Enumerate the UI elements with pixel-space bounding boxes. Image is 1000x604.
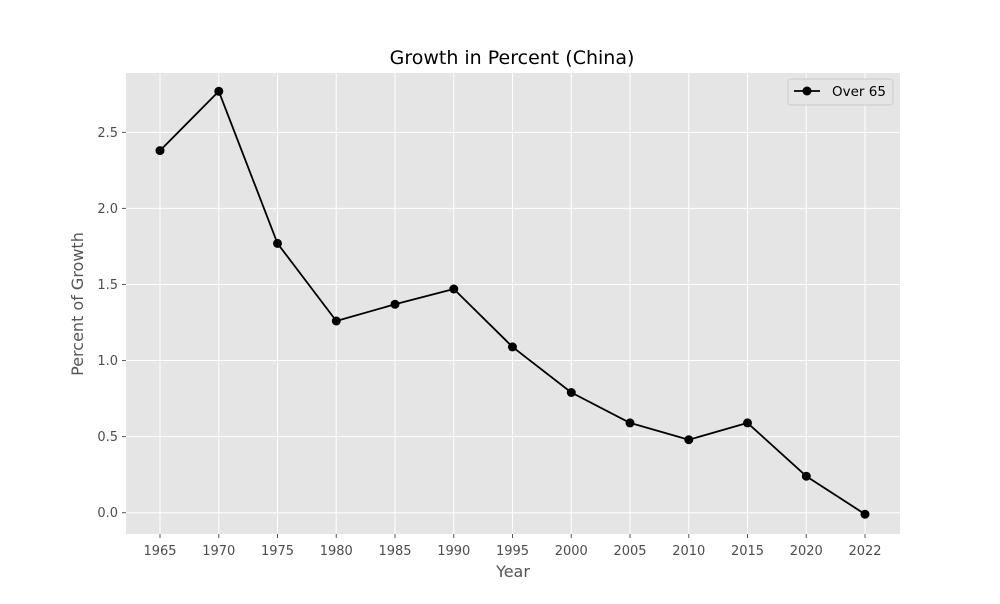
y-axis-ticks: 0.0 0.5 1.0 1.5 2.0 2.5 bbox=[97, 126, 126, 521]
x-tick-label: 1980 bbox=[320, 544, 353, 559]
chart-title: Growth in Percent (China) bbox=[390, 47, 635, 69]
y-tick-label: 0.0 bbox=[97, 506, 118, 521]
legend-box bbox=[787, 78, 894, 106]
data-point bbox=[508, 342, 517, 352]
x-tick-label: 2015 bbox=[731, 544, 764, 559]
data-point bbox=[331, 316, 341, 326]
x-tick-label: 2020 bbox=[790, 544, 823, 559]
x-tick-label: 2005 bbox=[613, 544, 646, 559]
y-tick-label: 2.0 bbox=[97, 202, 118, 217]
x-tick-label: 2000 bbox=[555, 544, 588, 559]
data-point bbox=[155, 146, 165, 156]
data-point bbox=[743, 418, 752, 428]
y-axis-label: Percent of Growth bbox=[68, 232, 87, 376]
data-point bbox=[684, 435, 694, 445]
data-point bbox=[449, 284, 459, 294]
data-point bbox=[801, 471, 811, 481]
data-point bbox=[390, 299, 400, 309]
data-point bbox=[273, 238, 282, 248]
x-axis-ticks: 1965 1970 1975 1980 1985 1990 1995 2000 2005 2010… bbox=[143, 534, 882, 559]
legend-marker bbox=[802, 86, 812, 96]
data-point bbox=[860, 509, 870, 519]
x-tick-label: 1985 bbox=[378, 544, 411, 559]
x-tick-label: 2010 bbox=[672, 544, 705, 559]
x-tick-label: 1975 bbox=[261, 544, 294, 559]
x-tick-label: 1990 bbox=[437, 544, 470, 559]
y-tick-label: 1.5 bbox=[97, 278, 118, 293]
data-point bbox=[566, 388, 576, 397]
legend-label-over-65: Over 65 bbox=[832, 84, 886, 100]
y-tick-label: 1.0 bbox=[97, 354, 118, 369]
x-tick-label: 1965 bbox=[143, 544, 176, 559]
y-tick-label: 2.5 bbox=[97, 126, 118, 141]
legend: Over 65 bbox=[787, 78, 894, 106]
x-tick-label: 1970 bbox=[202, 544, 235, 559]
series-layer bbox=[155, 86, 870, 519]
x-tick-label: 1995 bbox=[496, 544, 529, 559]
data-point bbox=[214, 86, 224, 96]
x-tick-label: 2022 bbox=[848, 544, 881, 559]
x-axis-label: Year bbox=[495, 562, 530, 581]
data-point bbox=[625, 418, 635, 428]
y-tick-label: 0.5 bbox=[97, 430, 118, 445]
grid-lines bbox=[126, 73, 900, 534]
